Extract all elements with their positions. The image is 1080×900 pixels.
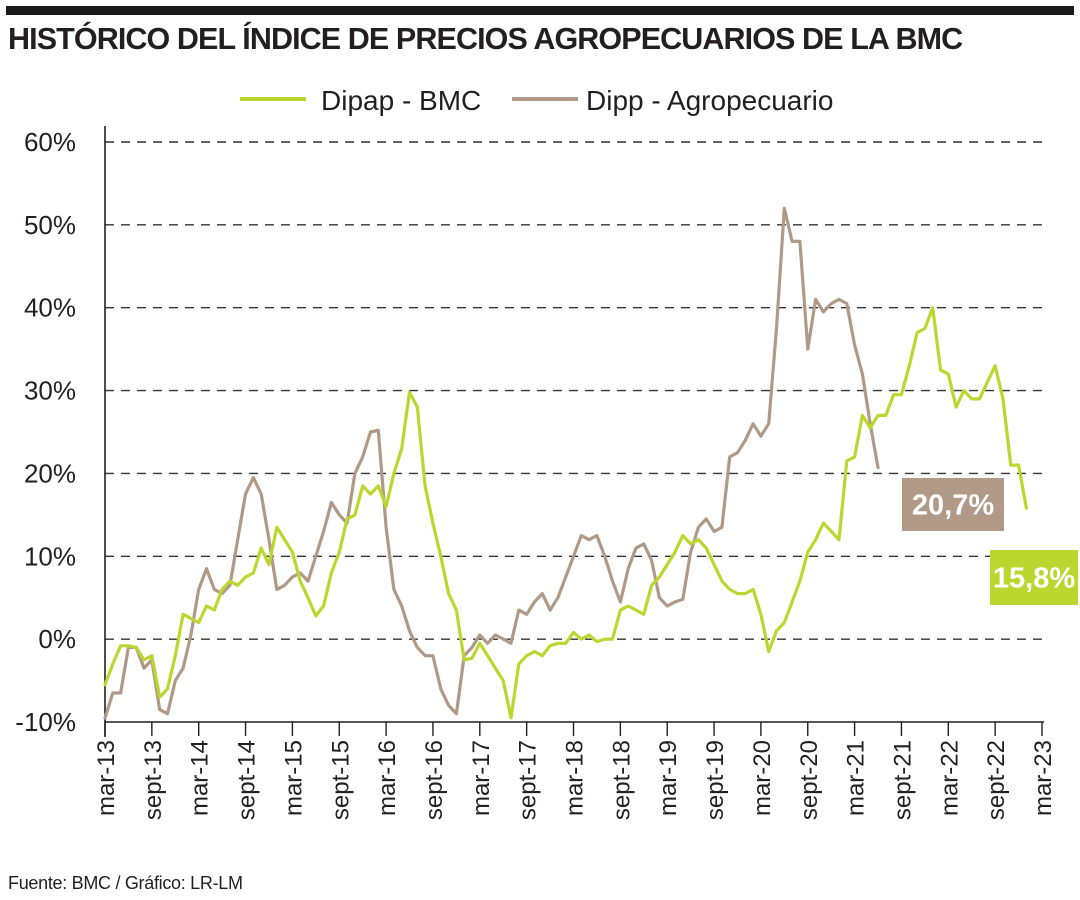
legend: Dipap - BMC Dipp - Agropecuario: [240, 85, 833, 116]
y-tick-label: 0%: [38, 624, 76, 654]
series-layer: [103, 206, 1029, 720]
x-tick-label: sept-21: [889, 740, 916, 820]
x-tick-label: mar-16: [374, 740, 401, 816]
x-tick-label: mar-19: [655, 740, 682, 816]
x-tick-label: mar-23: [1030, 740, 1057, 816]
source-note: Fuente: BMC / Gráfico: LR-LM: [8, 873, 243, 893]
series-line-dipp: [103, 206, 880, 720]
x-tick-label: sept-14: [234, 740, 261, 820]
x-tick-label: sept-20: [796, 740, 823, 820]
legend-label-dipp: Dipp - Agropecuario: [586, 85, 833, 116]
y-tick-label: 30%: [24, 376, 76, 406]
y-tick-label: 50%: [24, 210, 76, 240]
x-tick-label: mar-14: [187, 740, 214, 816]
x-tick-label: mar-17: [468, 740, 495, 816]
x-axis: mar-13 sept-13 mar-14 sept-14 mar-15 sept-15 m…: [93, 721, 1057, 820]
x-tick-label: mar-15: [280, 740, 307, 816]
legend-label-dipap: Dipap - BMC: [321, 85, 481, 116]
callout-label-dipap: 15,8%: [993, 563, 1075, 595]
x-tick-label: mar-21: [843, 740, 870, 816]
callout-box-dipap: [990, 550, 1078, 605]
series-line-dipap: [103, 306, 1029, 720]
x-tick-label: sept-18: [608, 740, 635, 820]
value-callouts: 20,7% 15,8%: [902, 478, 1078, 605]
x-tick-label: mar-13: [93, 740, 120, 816]
chart-title: HISTÓRICO DEL ÍNDICE DE PRECIOS AGROPECU…: [8, 22, 963, 56]
callout-box-dipp: [902, 478, 1004, 531]
x-tick-label: sept-19: [702, 740, 729, 820]
y-tick-label: -10%: [15, 707, 76, 737]
x-tick-label: mar-18: [562, 740, 589, 816]
x-tick-label: sept-16: [421, 740, 448, 820]
y-tick-label: 10%: [24, 541, 76, 571]
top-rule: [6, 6, 1074, 15]
y-tick-label: 40%: [24, 293, 76, 323]
y-tick-label: 20%: [24, 458, 76, 488]
x-tick-label: sept-22: [983, 740, 1010, 820]
x-tick-label: mar-22: [936, 740, 963, 816]
callout-label-dipp: 20,7%: [912, 490, 994, 522]
y-tick-label: 60%: [24, 127, 76, 157]
x-tick-label: mar-20: [749, 740, 776, 816]
x-tick-label: sept-15: [327, 740, 354, 820]
y-axis: 60% 50% 40% 30% 20% 10% 0% -10%: [15, 126, 106, 737]
x-tick-label: sept-13: [140, 740, 167, 820]
x-tick-label: sept-17: [515, 740, 542, 820]
